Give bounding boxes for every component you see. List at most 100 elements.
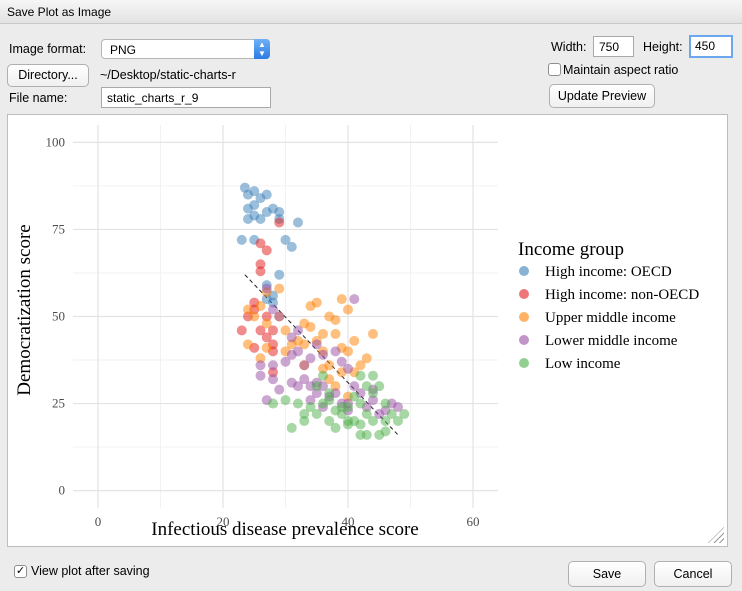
chart-point — [380, 426, 391, 437]
chart-point — [368, 328, 378, 339]
chart-point — [361, 353, 372, 364]
chart-point — [261, 311, 272, 322]
chart-point — [236, 325, 247, 336]
chart-y-tick-label: 75 — [52, 221, 65, 236]
chart-point — [293, 325, 303, 336]
width-input[interactable]: 750 — [593, 36, 634, 57]
chart-point — [361, 381, 372, 392]
chart-legend-key — [519, 312, 529, 322]
directory-button[interactable]: Directory... — [7, 64, 89, 87]
chart-point — [280, 234, 291, 245]
chart-point — [311, 297, 322, 308]
chart-y-tick-label: 25 — [52, 396, 65, 411]
chart-point — [268, 360, 278, 371]
chart-point — [305, 402, 316, 413]
chart-point — [261, 318, 272, 329]
chart-point — [299, 415, 310, 426]
chart-point — [368, 395, 378, 406]
chart-point — [318, 370, 328, 381]
view-after-saving-checkbox[interactable]: ✓ — [14, 565, 27, 578]
chart-point — [336, 294, 347, 305]
update-preview-button[interactable]: Update Preview — [549, 84, 655, 108]
chart-point — [349, 294, 360, 305]
chart-point — [243, 304, 253, 315]
height-label: Height: — [643, 40, 683, 54]
chart-point — [355, 370, 366, 381]
chart-point — [311, 388, 322, 399]
chart-point — [274, 269, 285, 280]
chart-x-tick-label: 0 — [95, 514, 102, 529]
chart-point — [330, 314, 341, 325]
chart-point — [280, 395, 291, 406]
chart-point — [336, 402, 347, 413]
maintain-aspect-checkbox[interactable] — [548, 63, 561, 76]
chart-legend: Income group High income: OECD High incom… — [518, 239, 699, 372]
chart-legend-key — [519, 335, 529, 345]
chart-point — [261, 332, 272, 343]
chart-point — [380, 398, 391, 409]
chart-point — [268, 374, 278, 385]
cancel-button[interactable]: Cancel — [654, 561, 732, 587]
chart-point — [255, 370, 266, 381]
chart-point — [368, 388, 378, 399]
chart-point — [274, 384, 285, 395]
chart-point — [311, 408, 322, 419]
window-title: Save Plot as Image — [7, 5, 112, 19]
chart-point — [305, 395, 316, 406]
chart-point — [349, 381, 360, 392]
chart-point — [299, 339, 310, 350]
chart-point — [261, 189, 272, 200]
chart-point — [361, 429, 372, 440]
chart-point — [261, 245, 272, 256]
chart-point — [255, 259, 266, 270]
chart-point — [343, 304, 353, 315]
chart-point — [261, 283, 272, 294]
window-titlebar: Save Plot as Image — [0, 0, 742, 24]
chart-point — [255, 360, 266, 371]
chart-legend-label: Upper middle income — [545, 310, 676, 326]
chart-x-tick-label: 60 — [467, 514, 480, 529]
chart-point — [274, 207, 285, 218]
chart-point — [380, 415, 391, 426]
chart-point — [236, 234, 247, 245]
chart-legend-key — [519, 289, 529, 299]
chart-point — [286, 241, 297, 252]
chart-y-tick-label: 50 — [52, 309, 65, 324]
chart-point — [393, 415, 403, 426]
chart-point — [255, 266, 266, 277]
image-format-select[interactable]: PNG ▲ ▼ — [101, 39, 270, 59]
chart-point — [286, 422, 297, 433]
chart-point — [255, 238, 266, 249]
chart-x-axis-label: Infectious disease prevalence score — [151, 519, 418, 540]
height-input[interactable]: 450 — [689, 35, 733, 58]
chart-point — [355, 419, 366, 430]
save-button[interactable]: Save — [568, 561, 646, 587]
chart-point — [274, 217, 285, 228]
chart-point — [361, 408, 372, 419]
chevron-updown-icon: ▲ ▼ — [254, 39, 270, 59]
chart-point — [268, 325, 278, 336]
chart-point — [330, 346, 341, 357]
directory-path: ~/Desktop/static-charts-r — [100, 68, 236, 82]
chart-point — [255, 325, 266, 336]
chart-point — [293, 398, 303, 409]
chart-point — [255, 214, 266, 225]
file-name-input[interactable]: static_charts_r_9 — [101, 87, 271, 108]
chart-point — [399, 408, 410, 419]
width-label: Width: — [551, 40, 587, 54]
chart-point — [261, 342, 272, 353]
file-name-label: File name: — [9, 91, 68, 105]
chart-point — [355, 398, 366, 409]
chart-point — [336, 356, 347, 367]
chart-point — [318, 363, 328, 374]
chart-legend-title: Income group — [518, 239, 624, 260]
chart-point — [243, 203, 253, 214]
chart-point — [268, 367, 278, 378]
chart-point — [324, 388, 335, 399]
chart-point — [305, 353, 316, 364]
chart-point — [311, 381, 322, 392]
chart-y-axis-label: Democratization score — [14, 224, 35, 395]
maintain-aspect-label: Maintain aspect ratio — [563, 63, 679, 77]
chart-point — [386, 408, 397, 419]
chart-point — [274, 311, 285, 322]
